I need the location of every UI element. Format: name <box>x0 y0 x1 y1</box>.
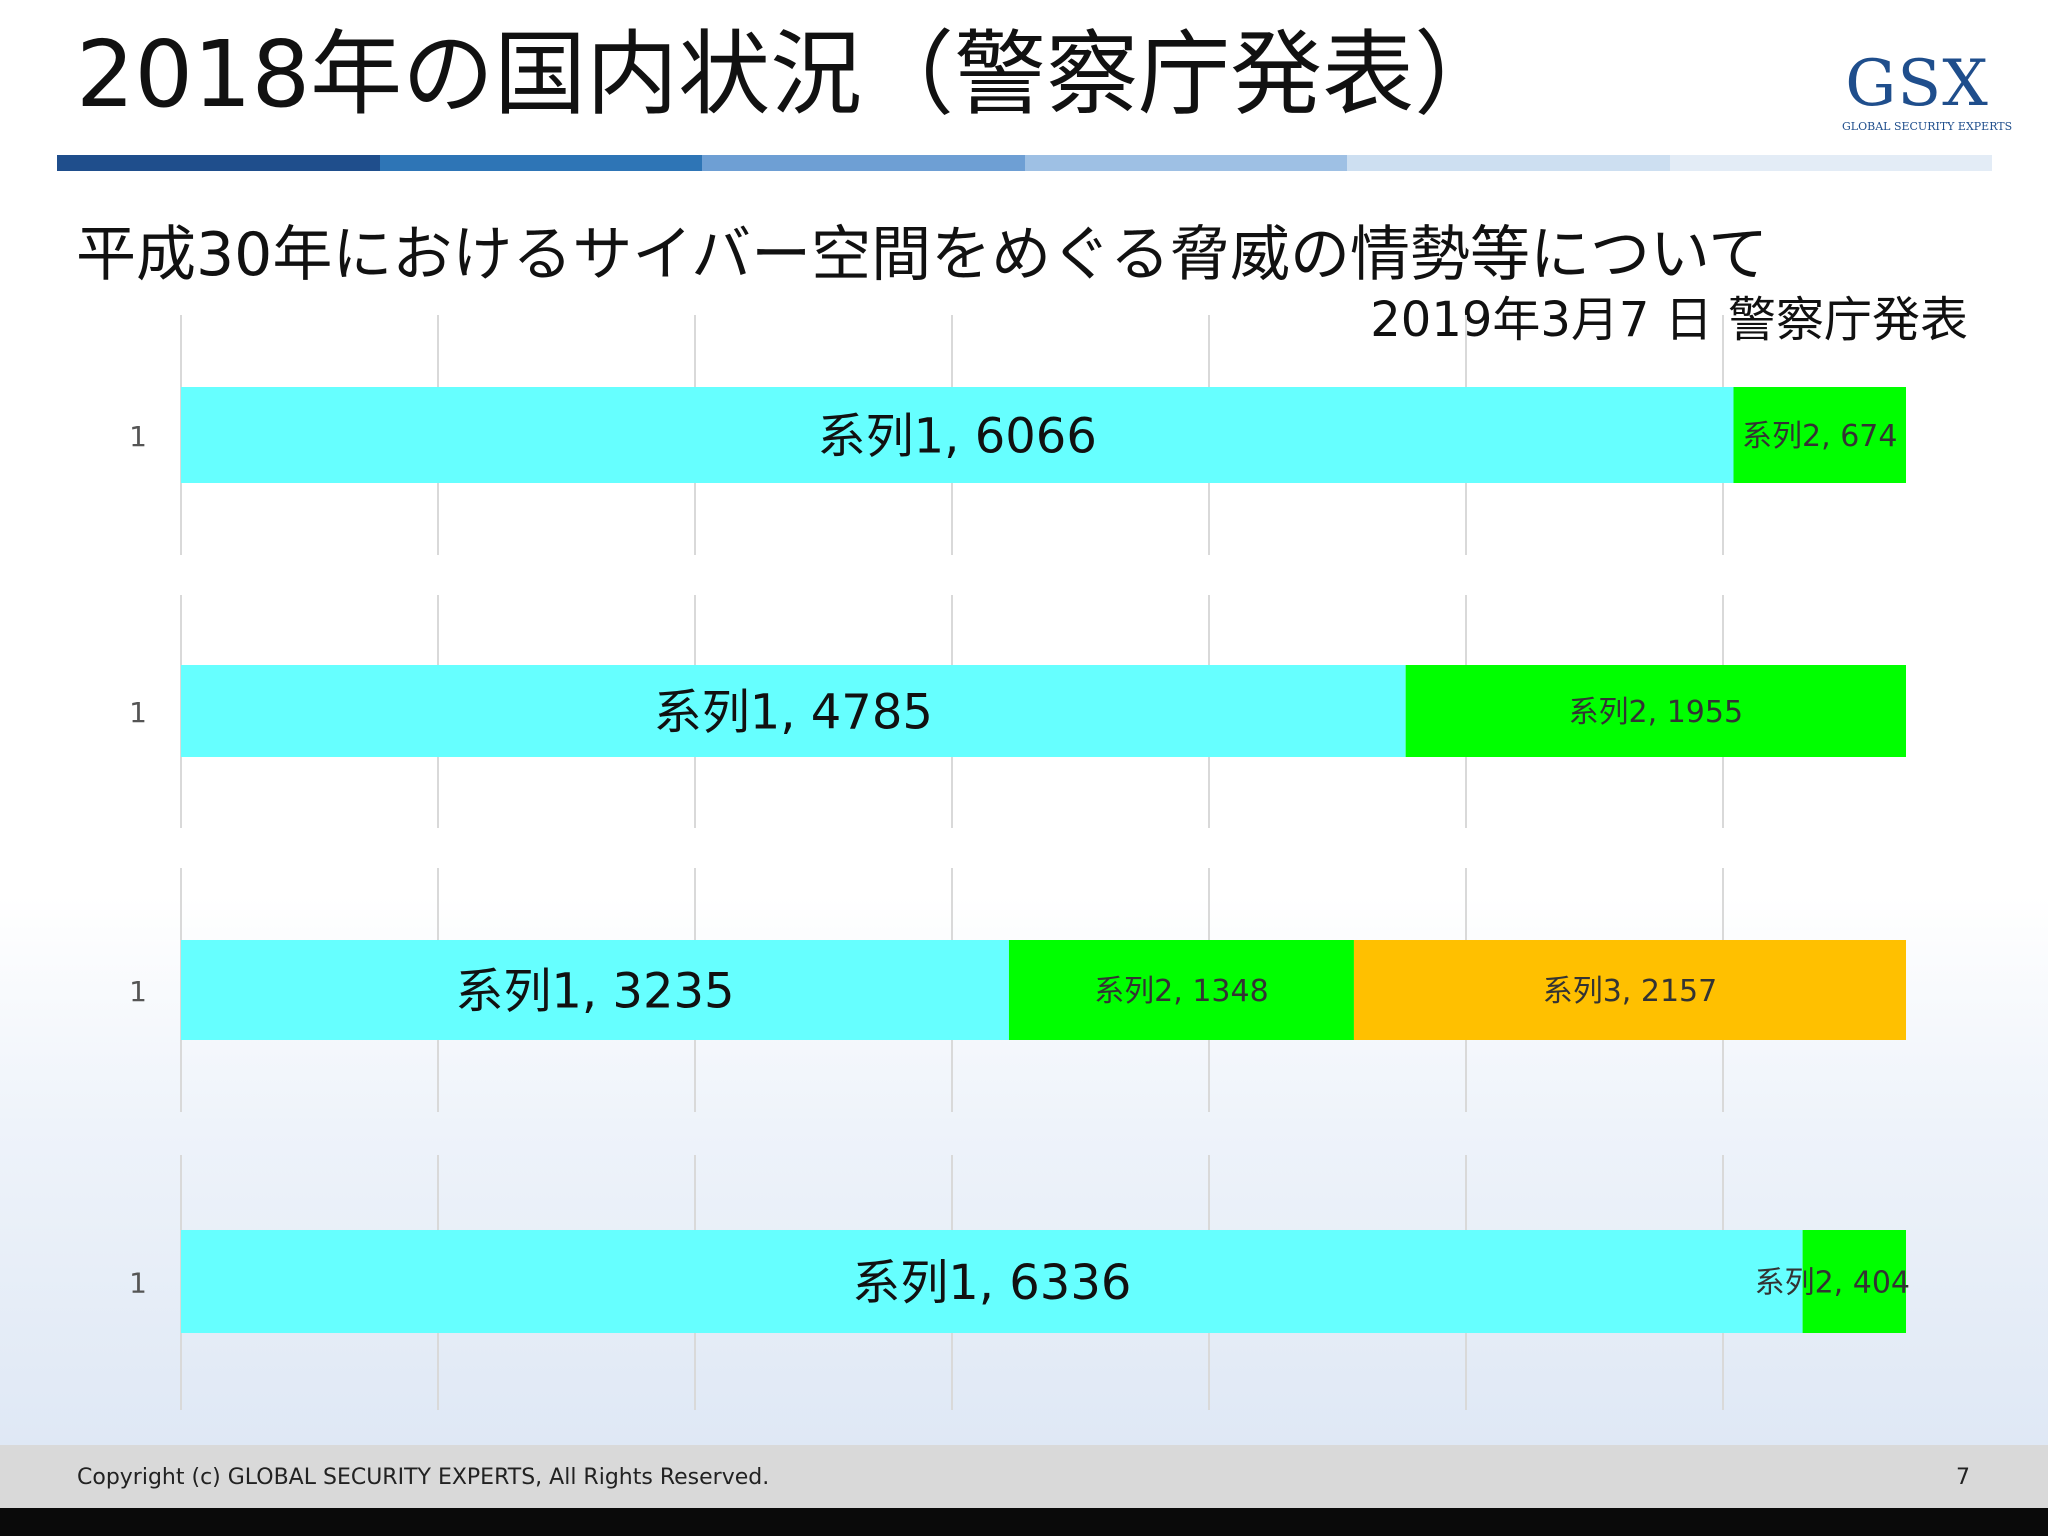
bar-segment-series-2 <box>1733 387 1906 483</box>
data-label-series-1: 系列1, 6066 <box>818 408 1097 464</box>
accent-segment-5 <box>1347 155 1670 171</box>
bar-segment-series-2 <box>1008 940 1354 1040</box>
page-number: 7 <box>1956 1465 1970 1490</box>
slide-subtitle: 平成30年におけるサイバー空間をめぐる脅威の情勢等について <box>76 220 1769 290</box>
data-label-series-2: 系列2, 674 <box>1742 419 1897 454</box>
accent-segment-2 <box>379 155 702 171</box>
accent-segment-1 <box>57 155 380 171</box>
bar-segment-series-1 <box>181 1230 1803 1333</box>
data-label-series-1: 系列1, 4785 <box>654 684 933 740</box>
data-label-series-3: 系列3, 2157 <box>1543 974 1718 1009</box>
source-note: 2019年3月7 日 警察庁発表 <box>1370 292 1968 348</box>
page-title: 2018年の国内状況（警察庁発表） <box>76 21 1507 128</box>
data-label-series-1: 系列1, 3235 <box>455 963 734 1019</box>
accent-segment-3 <box>702 155 1025 171</box>
bar-segment-series-3 <box>1353 940 1906 1040</box>
bottom-band <box>0 1508 2048 1536</box>
footer: Copyright (c) GLOBAL SECURITY EXPERTS, A… <box>0 1445 2048 1508</box>
bar-segment-series-1 <box>181 665 1406 757</box>
accent-segment-4 <box>1024 155 1347 171</box>
bar-segment-series-1 <box>181 940 1009 1040</box>
data-label-series-1: 系列1, 6336 <box>852 1255 1131 1311</box>
title-accent-bar <box>57 155 1992 171</box>
slide: 2018年の国内状況（警察庁発表） GSX GLOBAL SECURITY EX… <box>0 0 2048 1445</box>
bar-segment-series-2 <box>1802 1230 1906 1333</box>
category-tick-label: 1 <box>129 1267 147 1300</box>
data-label-series-2: 系列2, 1348 <box>1094 974 1269 1009</box>
gsx-logo: GSX GLOBAL SECURITY EXPERTS <box>1842 47 2013 133</box>
logo-mark: GSX <box>1845 47 1989 121</box>
data-label-series-2: 系列2, 1955 <box>1569 695 1744 730</box>
category-tick-label: 1 <box>129 420 147 453</box>
bar-segment-series-2 <box>1405 665 1906 757</box>
category-tick-label: 1 <box>129 696 147 729</box>
category-tick-label: 1 <box>129 975 147 1008</box>
logo-tagline: GLOBAL SECURITY EXPERTS <box>1842 120 2013 133</box>
copyright-text: Copyright (c) GLOBAL SECURITY EXPERTS, A… <box>77 1465 770 1490</box>
stacked-bar-charts: 1 系列1, 6066 系列2, 674 1 系列1, 4785 系列2, 1955 1 系列… <box>129 315 1910 1410</box>
bar-segment-series-1 <box>181 387 1734 483</box>
accent-segment-6 <box>1669 155 1992 171</box>
data-label-series-2: 系列2, 404 <box>1755 1265 1910 1300</box>
